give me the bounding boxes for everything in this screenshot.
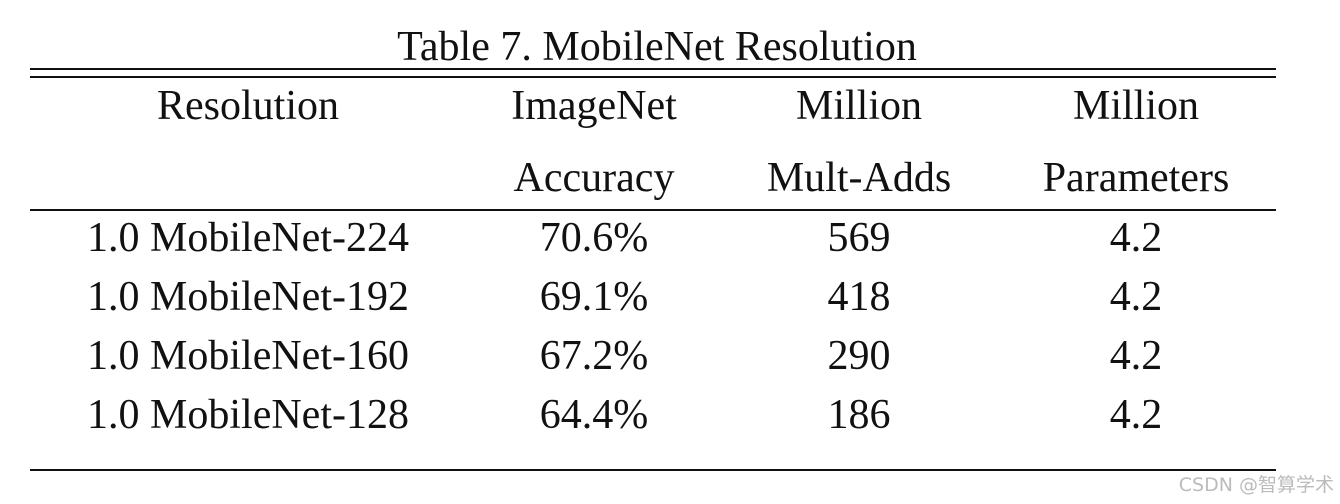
watermark: CSDN @智算学术 [1178, 474, 1334, 496]
table-cell: 290 [827, 333, 891, 379]
table-cell: 70.6% [539, 215, 649, 261]
table-title: Table 7. MobileNet Resolution [397, 24, 917, 70]
table-cell: 4.2 [1109, 215, 1163, 261]
header-cell: Million [1072, 83, 1200, 129]
header-cell: Parameters [1042, 155, 1230, 201]
header-cell: Accuracy [513, 155, 675, 201]
table-cell: 418 [827, 274, 891, 320]
bottom-rule [30, 469, 1276, 471]
header-cell: ImageNet [511, 83, 677, 129]
header-cell: Mult-Adds [766, 155, 952, 201]
table-cell: 4.2 [1109, 333, 1163, 379]
table-cell: 569 [827, 215, 891, 261]
table-cell: 4.2 [1109, 274, 1163, 320]
table-cell: 67.2% [539, 333, 649, 379]
table-cell: 1.0 MobileNet-128 [87, 392, 409, 438]
table-cell: 186 [827, 392, 891, 438]
table-cell: 1.0 MobileNet-192 [87, 274, 409, 320]
table-cell: 69.1% [539, 274, 649, 320]
table-cell: 4.2 [1109, 392, 1163, 438]
top-rule [30, 76, 1276, 78]
header-rule [30, 209, 1276, 211]
table-cell: 64.4% [539, 392, 649, 438]
top-rule [30, 68, 1276, 70]
table-cell: 1.0 MobileNet-160 [87, 333, 409, 379]
header-cell: Million [795, 83, 923, 129]
table-cell: 1.0 MobileNet-224 [87, 215, 409, 261]
header-cell: Resolution [156, 83, 340, 129]
